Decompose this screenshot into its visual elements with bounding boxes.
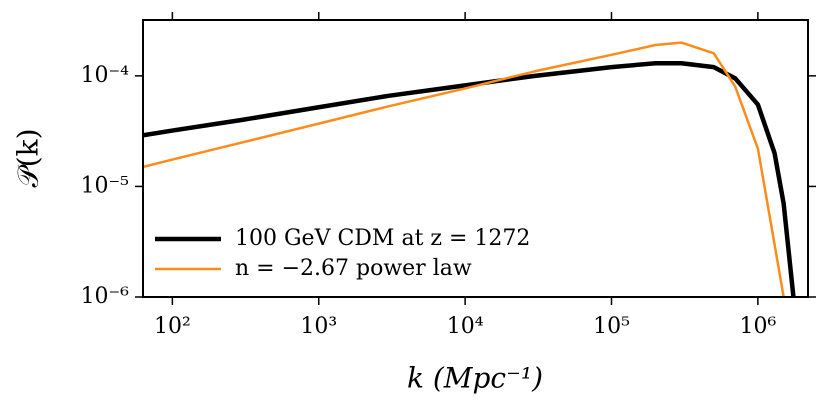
x-axis-label: k (Mpc⁻¹)	[407, 362, 543, 395]
x-tick-label: 10⁶	[739, 314, 776, 339]
x-tick-label: 10³	[300, 314, 337, 339]
y-axis-label: 𝒫(k)	[12, 128, 45, 187]
data-line	[143, 41, 785, 297]
y-tick-label: 10⁻⁶	[81, 284, 130, 309]
y-tick-label: 10⁻⁴	[81, 63, 130, 88]
legend-label: n = −2.67 power law	[235, 256, 472, 281]
y-tick-label: 10⁻⁵	[81, 173, 129, 198]
x-tick-label: 10⁵	[593, 314, 630, 339]
legend-label: 100 GeV CDM at z = 1272	[235, 226, 530, 251]
x-tick-label: 10²	[154, 314, 191, 339]
plot-frame	[142, 19, 809, 298]
data-line	[143, 61, 796, 297]
x-tick-label: 10⁴	[447, 314, 484, 339]
